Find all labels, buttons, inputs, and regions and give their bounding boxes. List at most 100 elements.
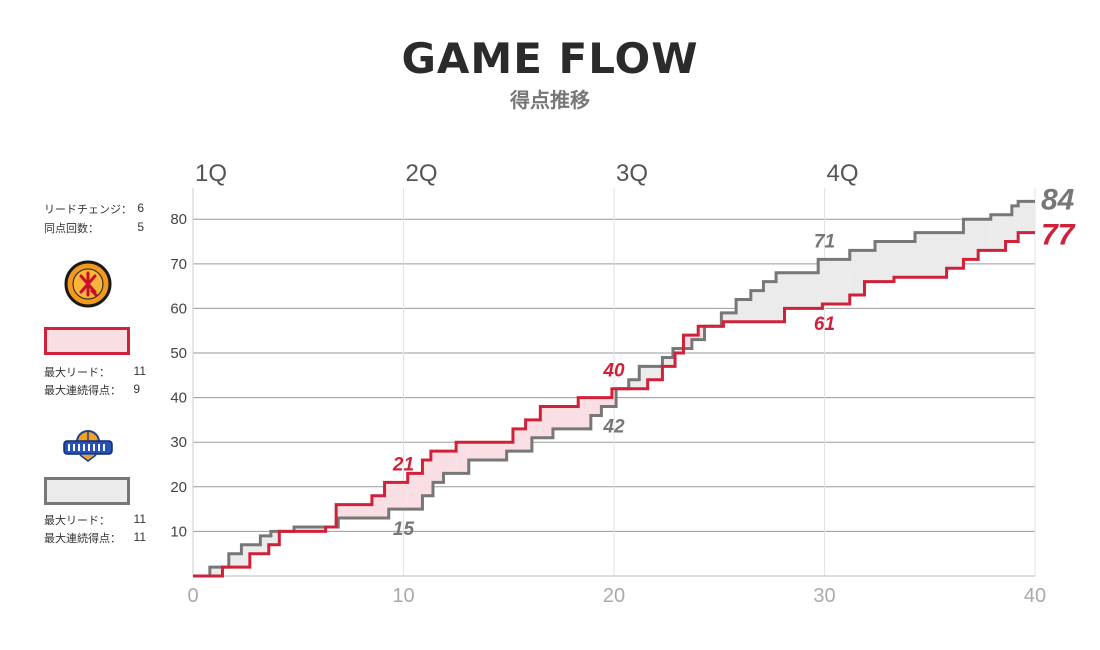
nagoya-team-logo bbox=[64, 260, 112, 308]
team2-max-run-value: 11 bbox=[133, 530, 146, 544]
quarter-score-label: 15 bbox=[393, 519, 415, 540]
lead-area bbox=[338, 504, 372, 519]
x-tick-label: 20 bbox=[603, 585, 625, 607]
lead-area bbox=[963, 219, 979, 260]
lead-area bbox=[422, 460, 431, 496]
lead-area bbox=[268, 535, 271, 545]
lead-area bbox=[628, 379, 640, 389]
team1-max-lead-stat: 最大リード： 11 bbox=[44, 364, 146, 380]
x-tick-label: 0 bbox=[187, 585, 198, 607]
lead-area bbox=[443, 451, 457, 474]
lead-area bbox=[209, 567, 223, 576]
lead-area bbox=[294, 526, 326, 532]
y-tick-label: 70 bbox=[170, 256, 187, 273]
lead-area bbox=[432, 451, 444, 483]
team1-score-line bbox=[193, 231, 1035, 578]
lead-area bbox=[763, 281, 777, 322]
y-tick-label: 10 bbox=[170, 523, 187, 540]
lead-area bbox=[647, 366, 663, 380]
lead-area bbox=[683, 335, 692, 349]
quarter-label: 1Q bbox=[195, 160, 227, 187]
lead-area bbox=[468, 442, 507, 461]
lead-area bbox=[531, 419, 541, 438]
y-tick-label: 60 bbox=[170, 300, 187, 317]
y-tick-label: 50 bbox=[170, 345, 187, 362]
quarter-score-label: 42 bbox=[602, 417, 625, 438]
lead-area bbox=[590, 397, 602, 416]
quarter-score-label: 71 bbox=[814, 231, 835, 252]
lead-area bbox=[691, 335, 699, 340]
lead-area bbox=[506, 442, 513, 452]
x-tick-label: 30 bbox=[813, 585, 835, 607]
y-tick-label: 80 bbox=[170, 211, 187, 228]
lead-area bbox=[1018, 201, 1035, 233]
x-tick-label: 10 bbox=[392, 585, 414, 607]
lead-area bbox=[639, 366, 648, 389]
x-tick-label: 40 bbox=[1024, 585, 1046, 607]
final-score-label: 84 bbox=[1041, 183, 1075, 216]
lead-area bbox=[776, 272, 785, 322]
lead-area bbox=[723, 312, 737, 322]
quarter-score-label: 61 bbox=[814, 314, 835, 335]
lead-area bbox=[698, 326, 705, 340]
y-tick-label: 40 bbox=[170, 390, 187, 407]
lead-area bbox=[456, 442, 469, 474]
y-tick-label: 20 bbox=[170, 479, 187, 496]
lead-area bbox=[946, 232, 964, 269]
lead-area bbox=[822, 259, 850, 304]
lead-area bbox=[270, 531, 280, 545]
final-score-label: 77 bbox=[1041, 219, 1076, 252]
lead-area bbox=[875, 241, 894, 282]
quarter-label: 3Q bbox=[616, 160, 648, 187]
lead-area bbox=[736, 299, 751, 322]
team1-max-run-label: 最大連続得点： bbox=[44, 384, 121, 397]
team1-color-swatch bbox=[44, 327, 130, 355]
lead-changes-stat: リードチェンジ： 6 bbox=[44, 201, 144, 217]
lead-area bbox=[260, 535, 269, 554]
lead-area bbox=[990, 214, 1006, 251]
lead-area bbox=[552, 406, 579, 429]
team2-color-swatch bbox=[44, 477, 130, 505]
page-subtitle: 得点推移 bbox=[510, 88, 590, 112]
quarter-score-label: 21 bbox=[392, 454, 414, 475]
lead-area bbox=[228, 553, 242, 568]
lead-area bbox=[675, 348, 684, 354]
ties-stat: 同点回数： 5 bbox=[44, 220, 144, 236]
team2-max-lead-label: 最大リード： bbox=[44, 514, 110, 527]
lead-area bbox=[818, 259, 823, 309]
quarter-label: 4Q bbox=[826, 160, 858, 187]
lead-area bbox=[388, 482, 408, 510]
ties-label: 同点回数： bbox=[44, 222, 99, 235]
lead-area bbox=[1011, 205, 1019, 242]
lead-area bbox=[893, 241, 916, 278]
lead-changes-label: リードチェンジ： bbox=[44, 203, 132, 216]
lead-area bbox=[611, 388, 617, 407]
lead-area bbox=[978, 219, 991, 251]
lead-area bbox=[384, 482, 389, 519]
lead-area bbox=[601, 397, 612, 407]
ties-value: 5 bbox=[137, 220, 144, 234]
team2-score-line bbox=[193, 199, 1035, 578]
page-title: GAME FLOW bbox=[401, 34, 699, 83]
lead-area bbox=[915, 232, 947, 278]
team2-max-run-label: 最大連続得点： bbox=[44, 532, 121, 545]
lead-area bbox=[784, 272, 819, 309]
team1-max-run-value: 9 bbox=[133, 382, 140, 396]
team2-max-run-stat: 最大連続得点： 11 bbox=[44, 530, 146, 546]
team1-max-run-stat: 最大連続得点： 9 bbox=[44, 382, 140, 398]
lead-area bbox=[849, 250, 865, 296]
lead-area bbox=[249, 544, 261, 554]
team2-max-lead-value: 11 bbox=[133, 512, 146, 526]
y-tick-label: 30 bbox=[170, 434, 187, 451]
quarter-score-label: 40 bbox=[602, 361, 625, 382]
lead-area bbox=[864, 250, 876, 282]
lead-area bbox=[578, 397, 591, 429]
lead-area bbox=[750, 290, 764, 322]
lead-area bbox=[1005, 214, 1012, 242]
lead-area bbox=[540, 406, 553, 438]
team2-max-lead-stat: 最大リード： 11 bbox=[44, 512, 146, 528]
lead-area bbox=[371, 495, 385, 519]
team1-max-lead-label: 最大リード： bbox=[44, 366, 110, 379]
lead-area bbox=[525, 419, 532, 452]
